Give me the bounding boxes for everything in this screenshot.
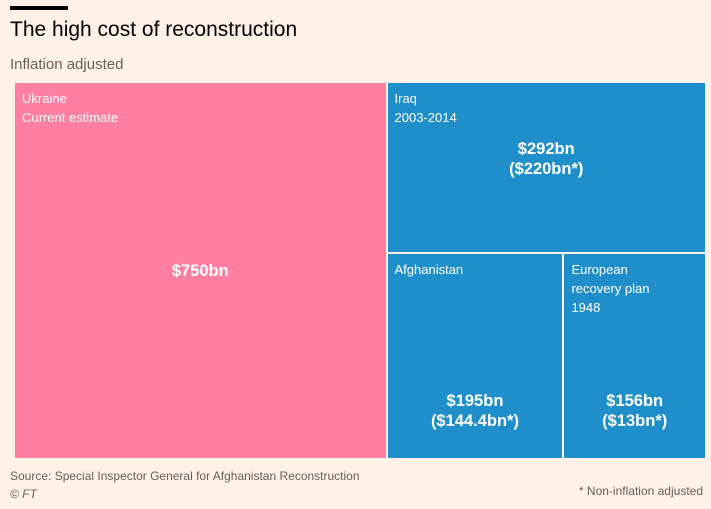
value-inflation-adjusted: $195bn (446, 392, 504, 411)
value-non-inflation-adjusted: ($13bn*) (602, 412, 668, 431)
value-non-inflation-adjusted: ($220bn*) (509, 160, 584, 179)
tile-value: $195bn ($144.4bn*) (388, 391, 563, 431)
credit: © FT (10, 487, 37, 501)
tile-sublabel: Current estimate (22, 110, 119, 125)
tile-value: $156bn ($13bn*) (564, 391, 705, 431)
tile-sublabel: 2003-2014 (394, 110, 457, 125)
tile-sublabel: 1948 (571, 300, 601, 316)
value-non-inflation-adjusted: ($144.4bn*) (430, 412, 519, 431)
tile-afghanistan: Afghanistan $195bn ($144.4bn*) (387, 254, 563, 458)
value-inflation-adjusted: $156bn (606, 392, 664, 411)
chart-subtitle: Inflation adjusted (10, 56, 124, 73)
tile-name: Ukraine (22, 91, 67, 106)
value-inflation-adjusted: $750bn (171, 261, 229, 280)
tile-european: European recovery plan 1948 $156bn ($13bn*) (564, 254, 705, 458)
footnote: * Non-inflation adjusted (578, 484, 703, 498)
chart-title: The high cost of reconstruction (10, 18, 298, 41)
tile-value: $750bn (15, 261, 386, 281)
tile-name: Iraq (394, 91, 417, 106)
tile-label: European recovery plan 1948 (571, 260, 649, 317)
source-note: Source: Special Inspector General for Af… (10, 469, 360, 483)
tile-value: $292bn ($220bn*) (388, 139, 705, 179)
value-inflation-adjusted: $292bn (517, 140, 575, 159)
tile-name: Afghanistan (394, 262, 464, 278)
tile-ukraine: Ukraine Current estimate $750bn (15, 83, 386, 458)
tile-name: European (571, 262, 628, 278)
tile-iraq: Iraq 2003-2014 $292bn ($220bn*) (387, 83, 705, 253)
treemap: Ukraine Current estimate $750bn Iraq 2003-20… (15, 83, 705, 458)
brand-bar (10, 6, 68, 10)
tile-label: Ukraine Current estimate (22, 89, 118, 127)
tile-label: Afghanistan (395, 260, 464, 279)
tile-sublabel: recovery plan (571, 281, 650, 297)
tile-label: Iraq 2003-2014 (395, 89, 457, 127)
